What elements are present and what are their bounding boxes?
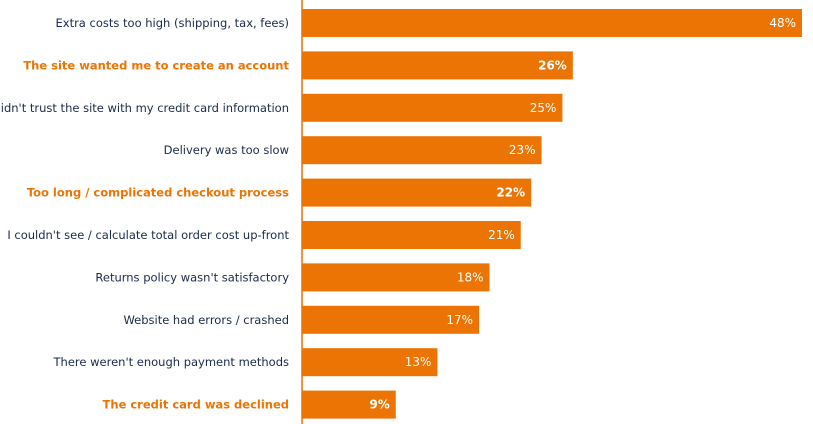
value-label: 26% — [538, 58, 567, 72]
bar — [302, 348, 438, 377]
bars — [302, 9, 802, 419]
value-labels: 48% 26% 25% 23% 22% 21% 18% 17% 13% 9% — [369, 16, 796, 412]
bar — [302, 221, 521, 249]
bar — [302, 9, 802, 37]
category-label: I couldn't see / calculate total order c… — [7, 228, 289, 242]
value-label: 13% — [405, 355, 432, 369]
value-label: 25% — [530, 101, 557, 115]
bar — [302, 51, 573, 80]
bar — [302, 178, 532, 207]
value-label: 18% — [457, 270, 484, 284]
bar — [302, 390, 396, 419]
category-labels: Extra costs too high (shipping, tax, fee… — [0, 16, 289, 412]
bar — [302, 136, 542, 165]
value-label: 22% — [496, 186, 525, 200]
value-label: 21% — [488, 228, 515, 242]
value-label: 23% — [509, 143, 536, 157]
category-label: The credit card was declined — [103, 398, 289, 412]
value-label: 17% — [446, 313, 473, 327]
bar — [302, 263, 490, 292]
bar — [302, 93, 563, 122]
category-label: There weren't enough payment methods — [53, 355, 289, 369]
category-label: Extra costs too high (shipping, tax, fee… — [56, 16, 290, 30]
category-label: Delivery was too slow — [164, 143, 289, 157]
category-label: The site wanted me to create an account — [23, 58, 289, 72]
value-label: 48% — [769, 16, 796, 30]
bar — [302, 305, 480, 334]
category-label: Returns policy wasn't satisfactory — [95, 270, 289, 284]
value-label: 9% — [369, 398, 389, 412]
category-label: Website had errors / crashed — [123, 313, 289, 327]
category-label: Too long / complicated checkout process — [27, 186, 289, 200]
category-label: I didn't trust the site with my credit c… — [0, 101, 289, 115]
